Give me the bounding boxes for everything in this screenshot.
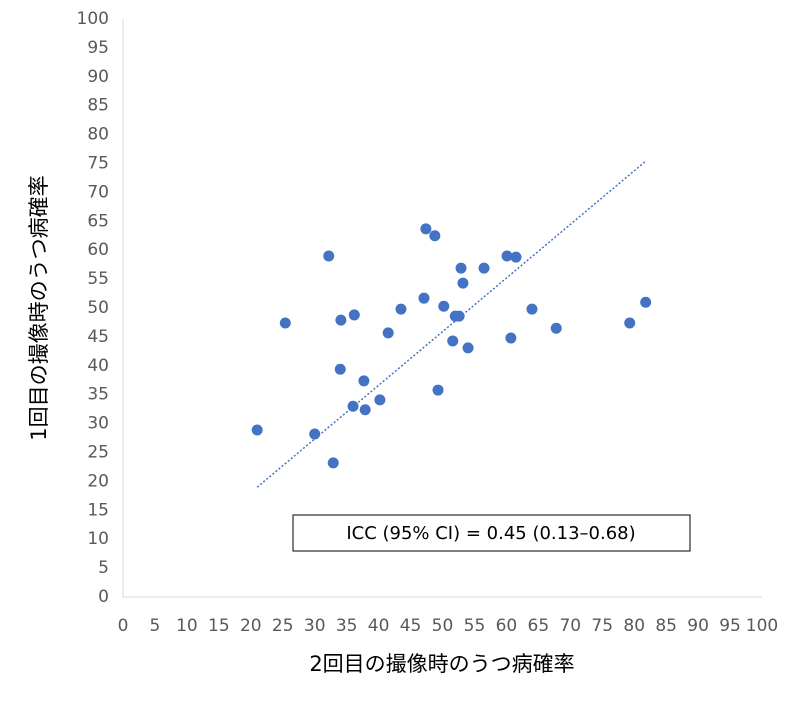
point — [251, 424, 263, 436]
x-axis-title: 2回目の撮像時のうつ病確率 — [309, 652, 574, 676]
point — [429, 230, 441, 242]
point — [447, 335, 459, 347]
y-tick-label: 50 — [87, 298, 109, 318]
point — [348, 309, 360, 321]
point — [420, 223, 432, 235]
x-tick-label: 5 — [150, 616, 161, 636]
y-tick-label: 60 — [87, 240, 109, 260]
point — [374, 394, 386, 406]
point — [359, 404, 371, 416]
x-tick-label: 80 — [623, 616, 645, 636]
y-axis-title: 1回目の撮像時のうつ病確率 — [27, 175, 51, 440]
annotation: ICC (95% CI) = 0.45 (0.13–0.68) — [346, 523, 635, 544]
x-tick-label: 45 — [400, 616, 422, 636]
y-tick-label: 35 — [87, 385, 109, 405]
point — [418, 292, 430, 304]
point — [455, 262, 467, 274]
point — [279, 317, 291, 329]
y-tick-label: 70 — [87, 182, 109, 202]
x-tick-label: 50 — [432, 616, 454, 636]
y-tick-label: 0 — [98, 587, 109, 607]
x-tick-label: 95 — [719, 616, 741, 636]
point — [640, 296, 652, 308]
x-tick-label: 25 — [272, 616, 294, 636]
point — [510, 251, 522, 263]
x-tick-label: 0 — [118, 616, 129, 636]
x-tick-label: 75 — [591, 616, 613, 636]
x-tick-label: 15 — [208, 616, 230, 636]
y-tick-label: 90 — [87, 67, 109, 87]
point — [478, 262, 490, 274]
y-tick-label: 65 — [87, 211, 109, 231]
y-tick-label: 95 — [87, 38, 109, 58]
point — [550, 322, 562, 334]
point — [432, 384, 444, 396]
x-tick-label: 40 — [368, 616, 390, 636]
point — [358, 375, 370, 387]
x-tick-label: 35 — [336, 616, 358, 636]
y-tick-label: 55 — [87, 269, 109, 289]
y-tick-label: 15 — [87, 500, 109, 520]
x-tick-label: 55 — [464, 616, 486, 636]
y-tick-label: 80 — [87, 125, 109, 145]
point — [382, 327, 394, 339]
y-tick-label: 45 — [87, 327, 109, 347]
y-tick-label: 10 — [87, 529, 109, 549]
y-tick-label: 25 — [87, 443, 109, 463]
x-tick-label: 10 — [176, 616, 198, 636]
x-tick-label: 85 — [655, 616, 677, 636]
point — [438, 300, 450, 312]
point — [334, 363, 346, 375]
x-tick-label: 60 — [496, 616, 518, 636]
point — [395, 303, 407, 315]
y-tick-label: 85 — [87, 96, 109, 116]
x-tick-label: 30 — [304, 616, 326, 636]
y-tick-label: 30 — [87, 414, 109, 434]
point — [457, 277, 469, 289]
point — [505, 332, 517, 344]
point — [501, 250, 513, 262]
point — [453, 310, 465, 322]
point — [309, 428, 321, 440]
x-tick-label: 70 — [559, 616, 581, 636]
point — [462, 342, 474, 354]
trendline — [256, 160, 647, 488]
point — [526, 303, 538, 315]
x-tick-label: 90 — [687, 616, 709, 636]
annotation-box — [292, 514, 691, 552]
y-tick-label: 100 — [77, 9, 109, 29]
y-tick-label: 75 — [87, 154, 109, 174]
point — [335, 314, 347, 326]
y-tick-label: 5 — [98, 558, 109, 578]
x-tick-label: 20 — [240, 616, 262, 636]
point — [624, 317, 636, 329]
x-tick-label: 65 — [528, 616, 550, 636]
y-tick-label: 40 — [87, 356, 109, 376]
x-tick-label: 100 — [746, 616, 778, 636]
point — [327, 457, 339, 469]
y-tick-label: 20 — [87, 471, 109, 491]
point — [323, 250, 335, 262]
